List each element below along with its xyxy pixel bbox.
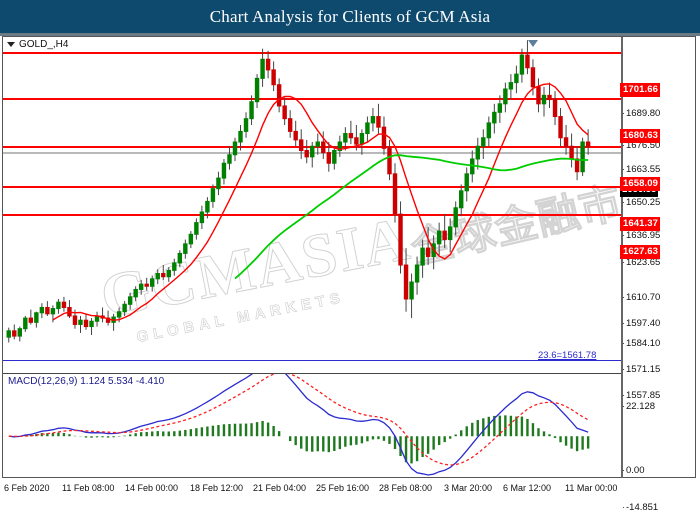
price-tick: ·1636.95: [622, 230, 661, 241]
page-header: Chart Analysis for Clients of GCM Asia: [0, 0, 700, 33]
price-tick: ·1557.85: [622, 390, 661, 401]
candlestick-series: [6, 40, 591, 343]
price-tick: ·1623.65: [622, 257, 661, 268]
macd-legend: MACD(12,26,9) 1.124 5.534 -4.410: [8, 376, 165, 387]
price-tick: ·1676.50: [622, 140, 661, 151]
fibonacci-line-236: [3, 360, 621, 361]
time-tick: 11 Feb 08:00: [62, 483, 115, 493]
price-pane[interactable]: GCMASIA GLOBAL MARKETS 全球金融市场 GLOBAL MAR…: [3, 37, 621, 369]
header-divider: [0, 33, 700, 36]
macd-pane[interactable]: MACD(12,26,9) 1.124 5.534 -4.410: [3, 374, 621, 478]
page-title: Chart Analysis for Clients of GCM Asia: [209, 6, 491, 26]
price-tick: ·1571.15: [622, 364, 661, 375]
symbol-label: GOLD_,H4: [19, 39, 69, 50]
macd-tick: ·22.128: [622, 401, 656, 412]
triangle-down-marker-icon[interactable]: [528, 40, 538, 47]
time-tick: 6 Feb 2020: [4, 483, 50, 493]
price-badge[interactable]: 1701.66: [620, 83, 661, 97]
symbol-selector[interactable]: GOLD_,H4: [7, 39, 68, 50]
price-badge[interactable]: 1680.63: [620, 129, 661, 143]
time-tick: 6 Mar 12:00: [503, 483, 552, 493]
time-tick: 28 Feb 08:00: [379, 483, 433, 493]
price-badge[interactable]: 1658.09: [620, 177, 661, 191]
time-tick: 21 Feb 04:00: [253, 483, 307, 493]
macd-tick: ·0.00: [622, 465, 645, 476]
price-tick: ·1584.10: [622, 338, 661, 349]
price-badge[interactable]: 1627.63: [620, 245, 661, 259]
price-axis[interactable]: ·1689.80 ·1676.50 ·1663.55 ·1650.25 ·1636.95…: [620, 36, 698, 513]
pane-divider: [3, 373, 621, 374]
fibonacci-label: 23.6=1561.78: [538, 350, 597, 361]
price-tick: ·1689.80: [622, 108, 661, 119]
chart-frame: GCMASIA GLOBAL MARKETS 全球金融市场 GLOBAL MAR…: [2, 36, 696, 478]
resistance-line-1701: [3, 52, 621, 54]
resistance-line-1680: [3, 98, 621, 100]
price-tick: ·1597.40: [622, 318, 661, 329]
price-badge[interactable]: 1641.37: [620, 217, 661, 231]
time-tick: 18 Feb 12:00: [190, 483, 244, 493]
support-line-1627: [3, 214, 621, 216]
price-tick: ·1610.70: [622, 292, 661, 303]
time-tick: 25 Feb 16:00: [316, 483, 370, 493]
macd-series: [8, 374, 590, 476]
time-axis[interactable]: 6 Feb 2020 11 Feb 08:00 14 Feb 00:00 18 Feb…: [0, 479, 700, 500]
macd-tick: ·-14.851: [622, 502, 659, 513]
time-tick: 14 Feb 00:00: [125, 483, 179, 493]
price-tick: ·1663.55: [622, 164, 661, 175]
price-tick: ·1650.25: [622, 197, 661, 208]
support-line-1641: [3, 186, 621, 188]
time-tick: 11 Mar 00:00: [565, 483, 618, 493]
chevron-down-icon[interactable]: [7, 42, 15, 47]
time-tick: 3 Mar 20:00: [444, 483, 493, 493]
